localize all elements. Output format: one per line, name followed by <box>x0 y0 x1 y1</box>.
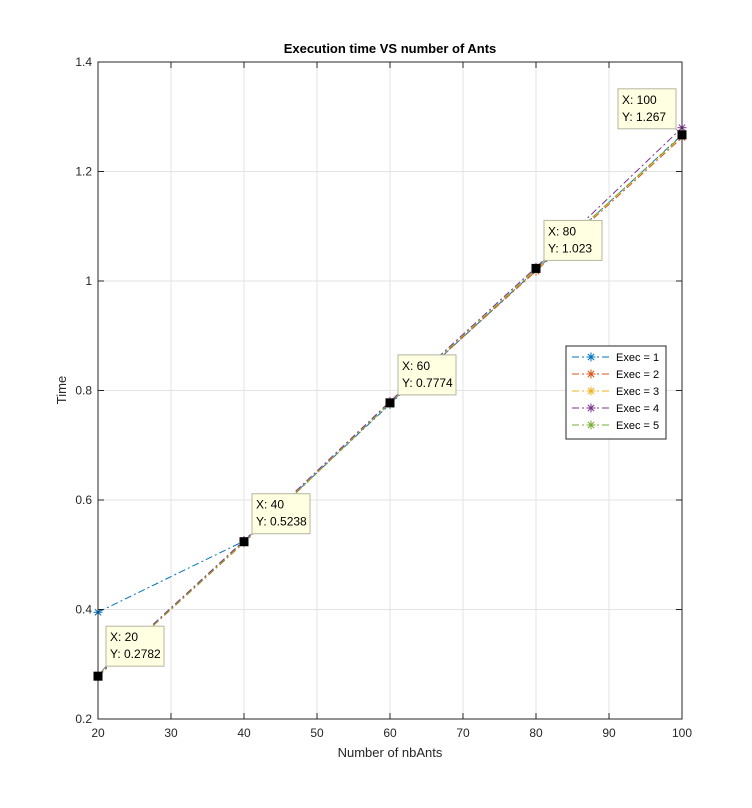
y-tick-label: 0.2 <box>75 712 92 726</box>
x-tick-label: 60 <box>383 726 397 740</box>
point-marker <box>586 386 596 396</box>
x-axis-label: Number of nbAnts <box>338 745 443 760</box>
datatip-marker <box>93 671 103 681</box>
legend-item[interactable]: Exec = 5 <box>572 420 659 432</box>
ticks: 20 30 40 50 60 70 80 90 100 0.2 0.4 0.6 0.8 1 1.2 1.4 <box>75 55 692 740</box>
datatip-marker <box>239 537 249 547</box>
datatip-y-text: Y: 0.2782 <box>110 647 161 661</box>
x-tick-label: 30 <box>164 726 178 740</box>
legend-label: Exec = 1 <box>616 352 659 364</box>
y-tick-label: 0.6 <box>75 493 92 507</box>
datatip-x-text: X: 60 <box>402 359 430 373</box>
datatip-x-text: X: 100 <box>622 93 657 107</box>
point-marker <box>586 369 596 379</box>
datatip-y-text: Y: 1.267 <box>622 110 666 124</box>
datatip-marker <box>385 398 395 408</box>
datatip[interactable]: X: 60 Y: 0.7774 <box>385 354 457 408</box>
datatip-box <box>543 219 603 261</box>
datatip-y-text: Y: 1.023 <box>548 241 592 255</box>
legend-label: Exec = 5 <box>616 420 659 432</box>
legend-label: Exec = 3 <box>616 386 659 398</box>
x-tick-label: 80 <box>529 726 543 740</box>
datatip-box <box>617 88 677 130</box>
datatip[interactable]: X: 40 Y: 0.5238 <box>239 493 311 547</box>
x-tick-label: 90 <box>602 726 616 740</box>
legend-item[interactable]: Exec = 2 <box>572 369 659 381</box>
legend-item[interactable]: Exec = 4 <box>572 403 659 415</box>
datatip[interactable]: X: 100 Y: 1.267 <box>617 88 687 140</box>
datatip-marker <box>677 130 687 140</box>
y-axis-label: Time <box>54 376 69 404</box>
legend-item[interactable]: Exec = 1 <box>572 352 659 364</box>
datatips: X: 20 Y: 0.2782 X: 40 Y: 0.5238 X: 60 Y: 0.77… <box>93 88 687 681</box>
legend-label: Exec = 2 <box>616 369 659 381</box>
datatip-x-text: X: 20 <box>110 630 138 644</box>
datatip-box <box>251 493 311 535</box>
datatip[interactable]: X: 80 Y: 1.023 <box>531 219 603 273</box>
datatip-x-text: X: 80 <box>548 224 576 238</box>
y-tick-label: 1.4 <box>75 55 92 69</box>
y-tick-label: 1.2 <box>75 165 92 179</box>
y-tick-label: 1 <box>85 274 92 288</box>
point-marker <box>586 420 596 430</box>
x-tick-label: 100 <box>672 726 692 740</box>
datatip-marker <box>531 263 541 273</box>
x-tick-label: 20 <box>91 726 105 740</box>
datatip-y-text: Y: 0.5238 <box>256 515 307 529</box>
legend-item[interactable]: Exec = 3 <box>572 386 659 398</box>
point-marker <box>586 352 596 362</box>
datatip-box <box>105 625 165 667</box>
legend-box <box>565 345 667 440</box>
y-tick-label: 0.4 <box>75 603 92 617</box>
datatip[interactable]: X: 20 Y: 0.2782 <box>93 625 165 681</box>
datatip-box <box>397 354 457 396</box>
legend-label: Exec = 4 <box>616 403 659 415</box>
datatip-x-text: X: 40 <box>256 498 284 512</box>
legend: Exec = 1 Exec = 2 Exec = 3 Exec = 4 Exec = 5 <box>565 345 667 440</box>
point-marker <box>586 403 596 413</box>
y-tick-label: 0.8 <box>75 384 92 398</box>
x-tick-label: 40 <box>237 726 251 740</box>
x-tick-label: 50 <box>310 726 324 740</box>
datatip-y-text: Y: 0.7774 <box>402 376 453 390</box>
x-tick-label: 70 <box>456 726 470 740</box>
chart-title: Execution time VS number of Ants <box>284 41 497 56</box>
